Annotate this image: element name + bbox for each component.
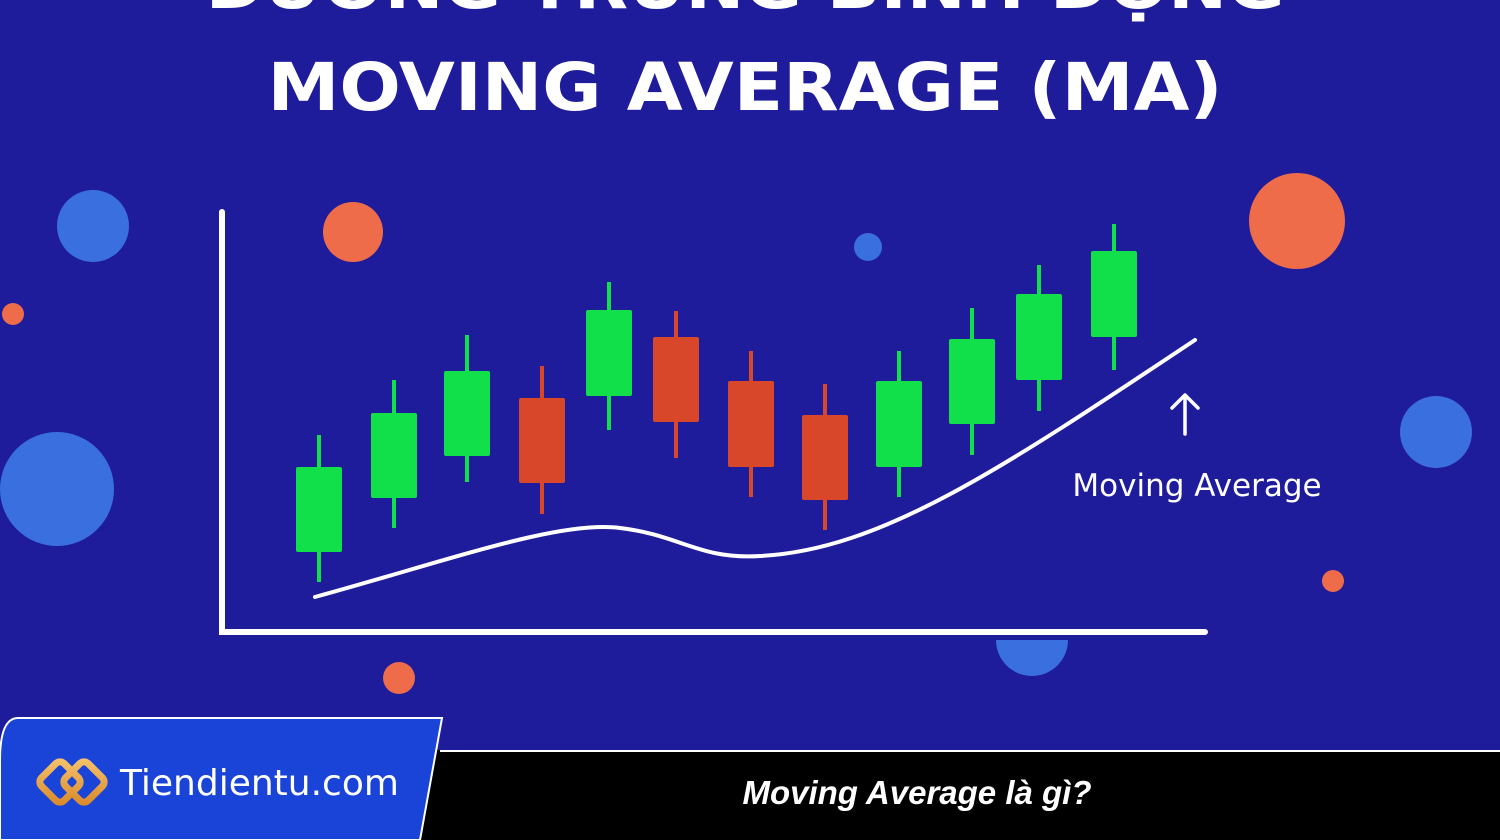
candle-body bbox=[371, 413, 417, 498]
candle-body bbox=[444, 371, 490, 456]
decor-dots bbox=[0, 173, 1472, 694]
ma-curve bbox=[313, 338, 1197, 599]
candle-body bbox=[949, 339, 995, 424]
dot bbox=[1400, 396, 1472, 468]
brand: Tiendientu.com bbox=[119, 763, 399, 804]
dot bbox=[1322, 570, 1344, 592]
candles bbox=[296, 224, 1137, 582]
candle-body bbox=[1016, 294, 1062, 380]
top-line: ĐƯỜNG TRUNG BÌNH ĐỘNG bbox=[205, 0, 1285, 23]
arrow bbox=[1170, 393, 1200, 436]
candle-body bbox=[519, 398, 565, 483]
dot bbox=[854, 233, 882, 261]
dot bbox=[57, 190, 129, 262]
candle-body bbox=[1091, 251, 1137, 337]
dot bbox=[0, 432, 114, 546]
dot bbox=[323, 202, 383, 262]
dot bbox=[383, 662, 415, 694]
logo-panel bbox=[0, 717, 444, 840]
dot bbox=[1249, 173, 1345, 269]
caption: Moving Average là gì? bbox=[742, 774, 1091, 811]
candle-body bbox=[728, 381, 774, 467]
dot bbox=[996, 640, 1068, 676]
ma-label: Moving Average bbox=[1072, 468, 1321, 504]
dot bbox=[2, 303, 24, 325]
candle-body bbox=[296, 467, 342, 552]
candle-body bbox=[653, 337, 699, 422]
axes bbox=[219, 209, 1208, 635]
title: MOVING AVERAGE (MA) bbox=[268, 49, 1223, 126]
candle-body bbox=[876, 381, 922, 467]
candle-body bbox=[586, 310, 632, 396]
candle-body bbox=[802, 415, 848, 500]
logo-icon bbox=[36, 758, 108, 806]
